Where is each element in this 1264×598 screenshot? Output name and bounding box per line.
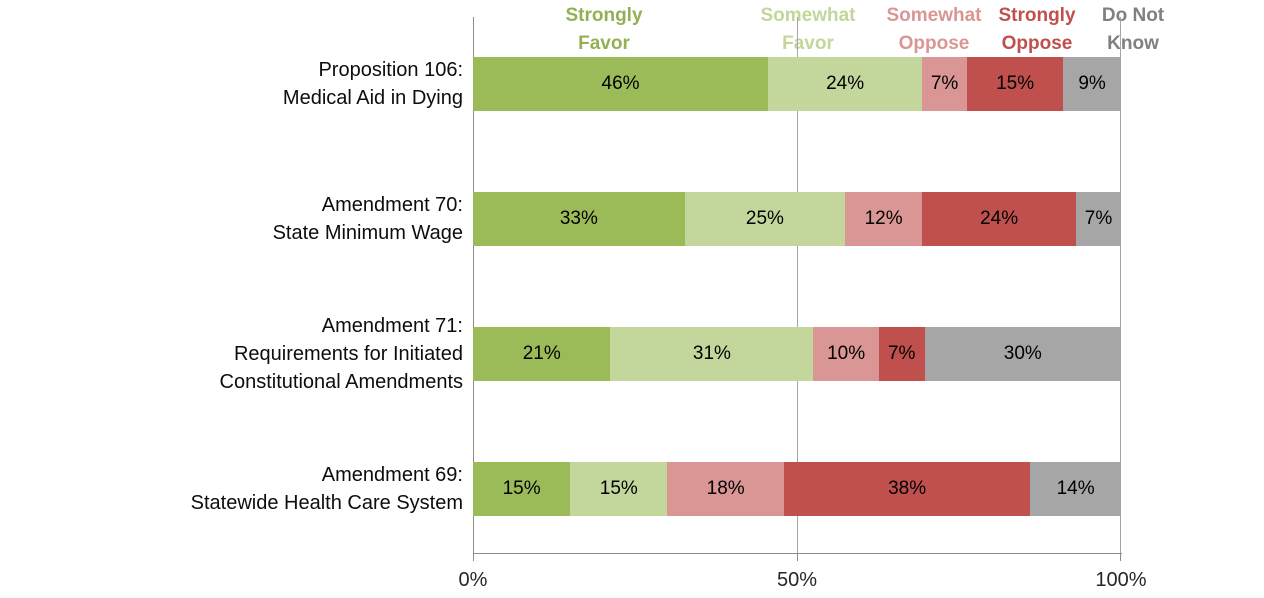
- category-label-line: Requirements for Initiated: [233, 343, 463, 365]
- bar-segment-strongly-favor: 33%: [473, 192, 685, 246]
- bar-segment-do-not-know: 14%: [1030, 462, 1121, 516]
- gridline-100: [1120, 17, 1121, 554]
- legend-item-label: Somewhat: [886, 5, 982, 26]
- category-label-3: Amendment 69: Statewide Health Care Syste…: [0, 461, 463, 517]
- category-label-line: Constitutional Amendments: [219, 371, 463, 393]
- bar-segment-somewhat-favor: 31%: [610, 327, 814, 381]
- tick-mark-0: [473, 554, 474, 561]
- bar-segment-do-not-know: 9%: [1063, 57, 1121, 111]
- bar-segment-strongly-favor: 46%: [473, 57, 769, 111]
- bar-segment-somewhat-favor: 15%: [570, 462, 668, 516]
- tick-mark-50: [797, 554, 798, 561]
- legend-item-label: Somewhat: [760, 5, 856, 26]
- bar-segment-strongly-oppose: 24%: [922, 192, 1077, 246]
- bar-segment-strongly-oppose: 15%: [967, 57, 1064, 111]
- category-label-1: Amendment 70: State Minimum Wage: [0, 191, 463, 247]
- bar-segment-somewhat-oppose: 18%: [667, 462, 784, 516]
- legend-item-somewhat-favor: Somewhat Favor: [760, 2, 855, 58]
- bar-segment-somewhat-favor: 24%: [768, 57, 923, 111]
- legend-item-label: Do Not: [1101, 5, 1165, 26]
- bar-segment-strongly-oppose: 7%: [878, 327, 925, 381]
- bar-segment-strongly-favor: 21%: [473, 327, 611, 381]
- category-label-line: Statewide Health Care System: [190, 492, 463, 514]
- bar-segment-somewhat-favor: 25%: [684, 192, 846, 246]
- legend-item-somewhat-oppose: Somewhat Oppose: [886, 2, 981, 58]
- x-tick-label-100: 100%: [1095, 569, 1147, 591]
- category-label-0: Proposition 106: Medical Aid in Dying: [0, 56, 463, 112]
- legend-item-label: Strongly: [998, 5, 1076, 26]
- legend-item-label: Oppose: [898, 33, 970, 54]
- bar-segment-somewhat-oppose: 12%: [845, 192, 923, 246]
- y-axis-line: [473, 17, 474, 554]
- x-axis-line: [473, 553, 1122, 554]
- legend-item-label: Favor: [578, 33, 630, 54]
- category-label-line: Medical Aid in Dying: [282, 87, 463, 109]
- bar-segment-do-not-know: 30%: [924, 327, 1121, 381]
- category-label-line: Amendment 70:: [321, 194, 463, 216]
- legend-item-label: Strongly: [565, 5, 643, 26]
- bar-row-0: 46% 24% 7% 15% 9%: [473, 57, 1121, 111]
- bar-segment-somewhat-oppose: 7%: [922, 57, 967, 111]
- x-tick-label-0: 0%: [458, 569, 488, 591]
- bar-segment-strongly-oppose: 38%: [784, 462, 1031, 516]
- category-label-2: Amendment 71: Requirements for Initiated C…: [0, 312, 463, 396]
- category-label-line: Amendment 69:: [321, 464, 463, 486]
- category-label-line: State Minimum Wage: [272, 222, 463, 244]
- legend-item-strongly-oppose: Strongly Oppose: [998, 2, 1075, 58]
- category-label-line: Amendment 71:: [321, 315, 463, 337]
- bar-row-1: 33% 25% 12% 24% 7%: [473, 192, 1121, 246]
- x-tick-label-50: 50%: [776, 569, 818, 591]
- bar-segment-strongly-favor: 15%: [473, 462, 571, 516]
- legend-item-label: Favor: [782, 33, 834, 54]
- gridline-50: [797, 17, 798, 554]
- bar-segment-somewhat-oppose: 10%: [813, 327, 879, 381]
- legend-item-label: Oppose: [1001, 33, 1073, 54]
- plot-area: 46% 24% 7% 15% 9% 33% 25% 12% 24% 7% 21% 31% 10% 7% 30…: [473, 17, 1122, 561]
- legend-item-strongly-favor: Strongly Favor: [565, 2, 642, 58]
- bar-row-3: 15% 15% 18% 38% 14%: [473, 462, 1121, 516]
- category-label-line: Proposition 106:: [318, 59, 463, 81]
- bar-row-2: 21% 31% 10% 7% 30%: [473, 327, 1121, 381]
- bar-segment-do-not-know: 7%: [1076, 192, 1121, 246]
- tick-mark-100: [1120, 554, 1121, 561]
